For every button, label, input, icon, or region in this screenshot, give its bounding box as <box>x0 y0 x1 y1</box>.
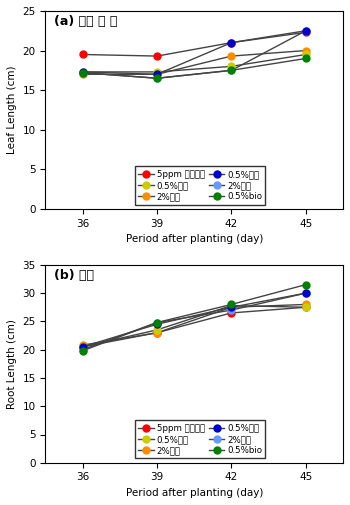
0.5%참숯 <box>80 344 85 350</box>
0.5%석회 <box>155 321 159 327</box>
0.5%석회 <box>80 69 85 75</box>
0.5%참숯 <box>229 63 233 69</box>
Line: 0.5%석회: 0.5%석회 <box>79 27 309 78</box>
5ppm 흡수이행 <box>155 330 159 336</box>
Line: 0.5%석회: 0.5%석회 <box>79 290 309 350</box>
Legend: 5ppm 흡수이행, 0.5%참숯, 2%참숯, 0.5%석회, 2%석회, 0.5%bio: 5ppm 흡수이행, 0.5%참숯, 2%참숯, 0.5%석회, 2%석회, 0… <box>135 166 265 205</box>
5ppm 흡수이행 <box>304 304 308 310</box>
0.5%bio <box>155 320 159 326</box>
2%참숯 <box>155 71 159 77</box>
Text: (b) 뿌리: (b) 뿌리 <box>54 269 94 282</box>
2%석회 <box>229 67 233 73</box>
0.5%bio <box>304 282 308 288</box>
2%석회 <box>155 320 159 326</box>
5ppm 흡수이행 <box>304 29 308 35</box>
0.5%석회 <box>80 344 85 350</box>
5ppm 흡수이행 <box>229 310 233 316</box>
0.5%석회 <box>229 39 233 45</box>
X-axis label: Period after planting (day): Period after planting (day) <box>126 488 263 498</box>
2%석회 <box>80 346 85 352</box>
5ppm 흡수이행 <box>80 344 85 350</box>
Text: (a) 줄기 및 잎: (a) 줄기 및 잎 <box>54 15 118 28</box>
Line: 2%참숯: 2%참숯 <box>79 301 309 348</box>
Line: 2%참숯: 2%참숯 <box>79 47 309 78</box>
Legend: 5ppm 흡수이행, 0.5%참숯, 2%참숯, 0.5%석회, 2%석회, 0.5%bio: 5ppm 흡수이행, 0.5%참숯, 2%참숯, 0.5%석회, 2%석회, 0… <box>135 420 265 459</box>
0.5%참숯 <box>80 69 85 75</box>
Y-axis label: Root Length (cm): Root Length (cm) <box>7 319 17 409</box>
0.5%bio <box>304 56 308 62</box>
2%참숯 <box>304 47 308 54</box>
5ppm 흡수이행 <box>229 39 233 45</box>
0.5%참숯 <box>155 327 159 333</box>
2%석회 <box>80 70 85 76</box>
Y-axis label: Leaf Length (cm): Leaf Length (cm) <box>7 66 17 154</box>
0.5%bio <box>229 67 233 73</box>
0.5%석회 <box>229 304 233 310</box>
2%석회 <box>304 28 308 34</box>
2%참숯 <box>80 71 85 77</box>
5ppm 흡수이행 <box>80 52 85 58</box>
0.5%bio <box>229 301 233 308</box>
0.5%bio <box>80 70 85 76</box>
Line: 0.5%참숯: 0.5%참숯 <box>79 302 309 350</box>
X-axis label: Period after planting (day): Period after planting (day) <box>126 234 263 244</box>
Line: 0.5%참숯: 0.5%참숯 <box>79 51 309 75</box>
0.5%석회 <box>304 290 308 296</box>
0.5%참숯 <box>155 69 159 75</box>
2%참숯 <box>229 304 233 310</box>
Line: 5ppm 흡수이행: 5ppm 흡수이행 <box>79 304 309 350</box>
Line: 0.5%bio: 0.5%bio <box>79 55 309 82</box>
0.5%참숯 <box>304 304 308 310</box>
Line: 2%석회: 2%석회 <box>79 27 309 82</box>
2%참숯 <box>229 53 233 59</box>
5ppm 흡수이행 <box>155 53 159 59</box>
2%석회 <box>304 290 308 296</box>
0.5%석회 <box>155 71 159 77</box>
Line: 0.5%bio: 0.5%bio <box>79 281 309 355</box>
Line: 5ppm 흡수이행: 5ppm 흡수이행 <box>79 29 309 60</box>
0.5%bio <box>80 348 85 354</box>
Line: 2%석회: 2%석회 <box>79 290 309 353</box>
2%석회 <box>229 307 233 313</box>
2%석회 <box>155 75 159 81</box>
0.5%bio <box>155 75 159 81</box>
2%참숯 <box>155 330 159 336</box>
0.5%석회 <box>304 28 308 34</box>
2%참숯 <box>304 301 308 308</box>
0.5%참숯 <box>229 302 233 309</box>
2%참숯 <box>80 342 85 348</box>
0.5%참숯 <box>304 52 308 58</box>
